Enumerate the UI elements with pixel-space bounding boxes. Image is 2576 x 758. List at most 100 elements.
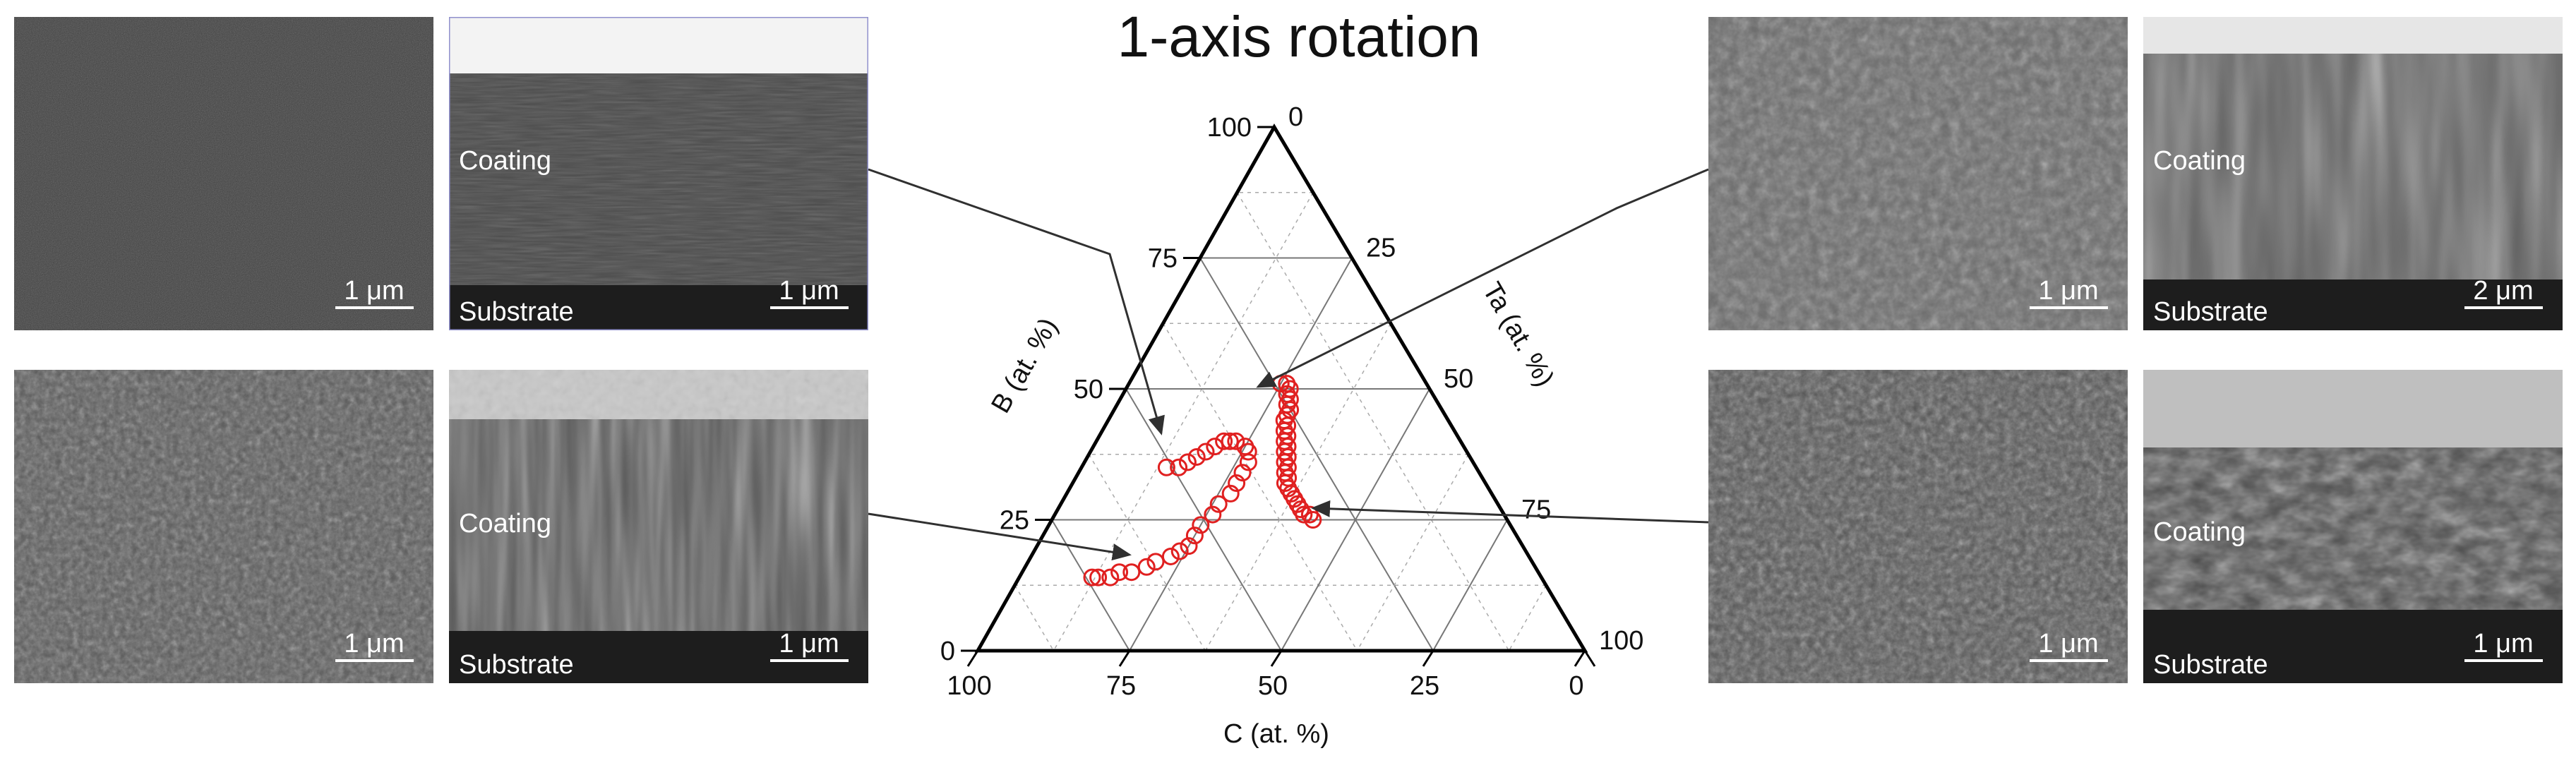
data-point — [1089, 568, 1108, 586]
ternary-tick-labels: 0 25 50 75 100 0 25 50 75 100 100 75 50 25 0 — [940, 102, 1644, 701]
substrate-label: Substrate — [2153, 650, 2268, 680]
data-point — [1161, 547, 1180, 565]
data-point — [1157, 458, 1175, 476]
data-point — [1227, 432, 1245, 450]
tick-c — [1118, 650, 1131, 667]
data-point — [1137, 558, 1156, 576]
sem-surface-top-right: 1 μm — [1708, 17, 2128, 330]
tick-label-ta: 100 — [1599, 626, 1643, 656]
data-point — [1204, 505, 1222, 524]
tick-label-ta: 0 — [1288, 102, 1303, 132]
sem-cross-bottom-left: Coating Substrate 1 μm — [449, 370, 868, 683]
c-axis-label: C (at. %) — [1223, 719, 1329, 749]
data-point — [1192, 516, 1210, 534]
data-point — [1209, 495, 1228, 513]
ternary-ticks — [961, 126, 1596, 667]
substrate-label: Substrate — [459, 297, 574, 327]
data-point — [1170, 458, 1188, 476]
tick-label-c: 0 — [1569, 671, 1583, 701]
tick-c — [1270, 650, 1283, 667]
scale-label: 1 μm — [2038, 276, 2098, 306]
b-axis-label: B (at. %) — [986, 313, 1063, 418]
tick-label-ta: 50 — [1444, 364, 1473, 394]
grid-line-ta — [1204, 323, 1391, 651]
grid-line-ta — [1508, 584, 1547, 651]
tick-label-b: 100 — [1207, 113, 1252, 143]
data-point — [1101, 568, 1120, 586]
ta-axis-label: Ta (at. %) — [1477, 277, 1560, 392]
data-point — [1146, 553, 1165, 571]
data-point — [1221, 484, 1240, 503]
tick-c — [1574, 650, 1586, 667]
callout-arrows — [868, 168, 1709, 561]
scale-label: 1 μm — [344, 629, 404, 658]
grid-line-c — [1014, 584, 1055, 651]
data-point — [1206, 438, 1224, 456]
substrate-label: Substrate — [459, 650, 574, 680]
coating-label: Coating — [459, 146, 551, 176]
ternary-grid — [1014, 192, 1547, 651]
sem-surface-bottom-right: 1 μm — [1708, 370, 2128, 683]
tick-label-b: 0 — [940, 637, 955, 666]
data-point — [1221, 432, 1239, 450]
sem-cross-top-right: Coating Substrate 2 μm — [2143, 17, 2563, 330]
grid-line-ta — [1281, 388, 1430, 651]
data-points — [1083, 375, 1322, 586]
coating-label: Coating — [2153, 146, 2246, 176]
data-point — [1122, 563, 1141, 582]
scale-label: 1 μm — [779, 276, 839, 306]
page-title: 1-axis rotation — [1117, 5, 1481, 69]
data-point — [1215, 432, 1233, 450]
sem-cross-bottom-right: Coating Substrate 1 μm — [2143, 370, 2563, 683]
data-point — [1187, 447, 1206, 466]
grid-line-ta — [1432, 519, 1508, 651]
data-point — [1110, 563, 1129, 582]
grid-line-c — [1236, 192, 1510, 651]
arrow-bottom-left — [868, 512, 1132, 561]
sem-surface-top-left: 1 μm — [14, 17, 433, 330]
data-point — [1228, 474, 1246, 493]
arrow-bottom-right — [1311, 500, 1709, 524]
tick-c — [1422, 650, 1434, 667]
coating-label: Coating — [2153, 517, 2246, 547]
tick-label-c: 100 — [947, 671, 991, 701]
grid-line-ta — [1356, 454, 1469, 651]
data-point — [1239, 443, 1257, 461]
scale-label: 2 μm — [2473, 276, 2533, 306]
grid-line-ta — [1053, 192, 1314, 651]
sem-surface-bottom-left: 1 μm — [14, 370, 433, 683]
tick-label-b: 50 — [1074, 375, 1103, 404]
tick-ta — [1583, 650, 1596, 667]
tick-ta — [1273, 126, 1286, 143]
substrate-label: Substrate — [2153, 297, 2268, 327]
data-point — [1083, 568, 1101, 586]
tick-ta — [1428, 388, 1441, 405]
scale-label: 1 μm — [779, 629, 839, 658]
tick-ta — [1350, 257, 1363, 275]
data-point — [1197, 443, 1215, 461]
coating-label: Coating — [459, 509, 551, 539]
data-point — [1170, 542, 1189, 560]
scale-label: 1 μm — [2473, 629, 2533, 658]
sem-cross-top-left: Coating Substrate 1 μm — [449, 17, 868, 330]
arrow-top-right — [1256, 168, 1709, 388]
tick-label-ta: 75 — [1521, 495, 1551, 525]
tick-ta — [1506, 519, 1518, 536]
tick-label-c: 50 — [1258, 671, 1288, 701]
data-point — [1180, 537, 1198, 555]
grid-line-c — [1162, 323, 1358, 651]
tick-label-c: 75 — [1106, 671, 1136, 701]
data-point — [1233, 464, 1252, 482]
data-point — [1239, 453, 1257, 471]
scale-label: 1 μm — [2038, 629, 2098, 658]
tick-c — [966, 650, 979, 667]
arrow-top-left — [868, 168, 1165, 435]
scale-label: 1 μm — [344, 276, 404, 306]
tick-label-b: 25 — [1000, 506, 1029, 536]
tick-label-ta: 25 — [1366, 234, 1396, 263]
data-point — [1185, 527, 1204, 545]
data-point — [1178, 453, 1197, 471]
tick-label-b: 75 — [1148, 244, 1178, 274]
tick-label-c: 25 — [1410, 671, 1439, 701]
